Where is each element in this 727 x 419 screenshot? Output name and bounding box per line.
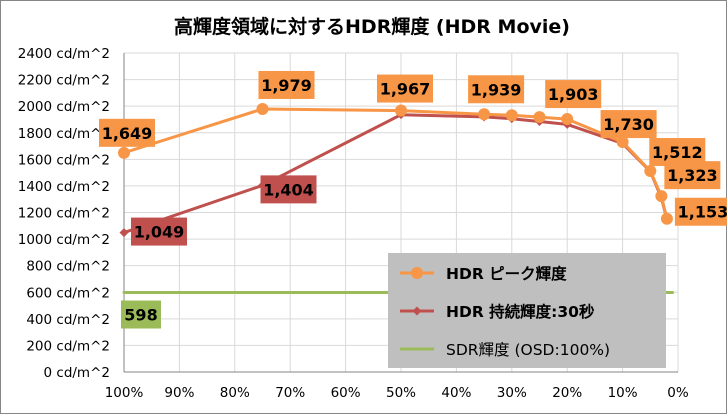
data-label: 1,730 [603, 115, 654, 134]
x-tick-label: 30% [497, 385, 527, 401]
data-label: 1,512 [652, 143, 703, 162]
data-label-box [600, 110, 657, 139]
data-label: 1,323 [667, 166, 718, 185]
y-tick-label: 2400 cd/m^2 [18, 46, 110, 62]
data-label-box [377, 74, 433, 103]
data-point [660, 212, 673, 225]
x-tick-label: 80% [220, 385, 250, 401]
data-point [478, 108, 491, 121]
legend-swatch-marker [411, 267, 423, 279]
data-label-box [674, 197, 727, 226]
gridlines [123, 52, 679, 373]
data-label: 1,649 [102, 124, 153, 143]
data-label: 1,903 [548, 85, 599, 104]
data-label-box [545, 80, 602, 109]
data-point [505, 109, 518, 122]
x-tick-label: 10% [608, 385, 638, 401]
data-point [256, 102, 269, 115]
x-tick-label: 40% [441, 385, 471, 401]
x-axis: 100% 90% 80% 70% 60% 50% 40% 30% 20% 10% 0% [105, 385, 689, 401]
data-point [644, 165, 657, 178]
y-tick-label: 2200 cd/m^2 [18, 73, 110, 89]
y-tick-label: 1800 cd/m^2 [18, 126, 110, 142]
data-label-box [258, 70, 315, 99]
data-label-box [121, 300, 161, 329]
data-label: 1,939 [471, 80, 522, 99]
y-tick-label: 600 cd/m^2 [26, 285, 110, 301]
y-tick-label: 1400 cd/m^2 [18, 179, 110, 195]
x-tick-label: 60% [331, 385, 361, 401]
y-tick-label: 2000 cd/m^2 [18, 99, 110, 115]
x-tick-label: 0% [667, 385, 689, 401]
data-point [616, 136, 629, 149]
data-point [561, 113, 574, 126]
data-label-box [131, 217, 187, 246]
data-label: 1,049 [134, 223, 185, 242]
y-tick-label: 800 cd/m^2 [26, 259, 110, 275]
x-tick-label: 50% [386, 385, 416, 401]
chart-title: 高輝度領域に対するHDR輝度 (HDR Movie) [174, 15, 570, 38]
y-tick-label: 1600 cd/m^2 [18, 152, 110, 168]
data-point [533, 111, 546, 124]
y-tick-label: 0 cd/m^2 [44, 365, 110, 381]
data-label: 1,967 [380, 80, 431, 99]
data-label: 1,153 [678, 203, 727, 222]
data-label-box [260, 175, 317, 204]
data-label-box [664, 161, 721, 190]
x-tick-label: 70% [275, 385, 305, 401]
data-point [118, 146, 130, 159]
y-tick-label: 1000 cd/m^2 [18, 232, 110, 248]
y-tick-label: 200 cd/m^2 [26, 338, 110, 354]
data-label: 1,979 [261, 76, 312, 95]
legend-swatch-marker [412, 306, 422, 316]
y-axis: 0 cd/m^2 200 cd/m^2 400 cd/m^2 600 cd/m^2 80… [18, 46, 110, 381]
x-tick-label: 90% [164, 385, 194, 401]
legend-label: HDR 持続輝度:30秒 [446, 302, 595, 321]
data-point [119, 228, 129, 238]
legend-box [388, 253, 666, 368]
data-label: 598 [124, 306, 157, 325]
data-label-box [468, 75, 525, 104]
x-tick-label: 20% [552, 385, 582, 401]
data-label: 1,404 [263, 180, 314, 199]
legend-label: SDR輝度 (OSD:100%) [446, 341, 610, 359]
y-tick-label: 1200 cd/m^2 [18, 206, 110, 222]
x-tick-label: 100% [105, 385, 144, 401]
legend: HDR ピーク輝度 HDR 持続輝度:30秒 SDR輝度 (OSD:100%) [388, 253, 666, 368]
data-label-box [99, 118, 155, 147]
data-point [395, 104, 407, 117]
legend-label: HDR ピーク輝度 [446, 264, 567, 283]
data-point [655, 190, 668, 203]
y-tick-label: 400 cd/m^2 [26, 312, 110, 328]
